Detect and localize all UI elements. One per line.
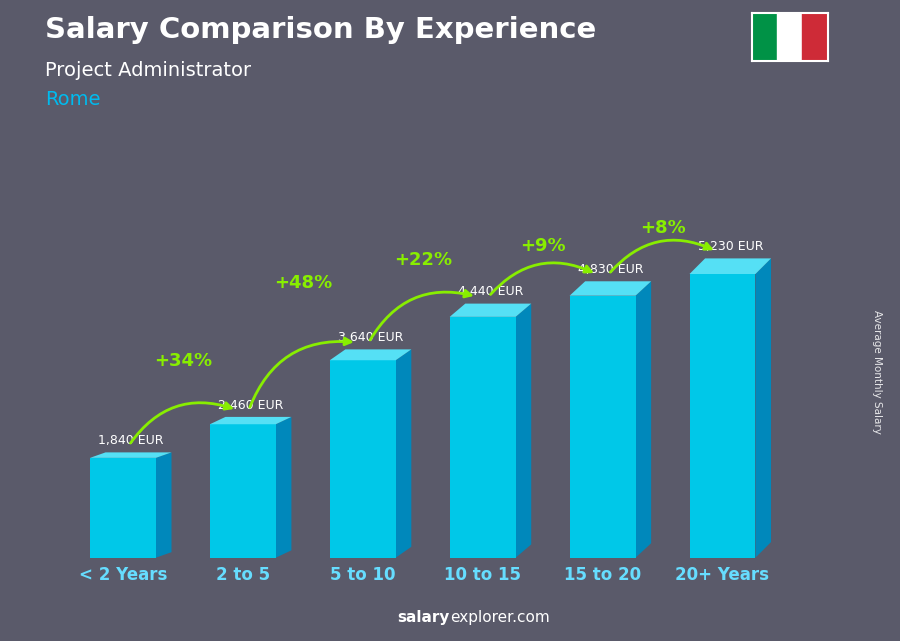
Polygon shape bbox=[275, 417, 292, 558]
Polygon shape bbox=[90, 453, 172, 458]
Bar bbox=[90, 458, 156, 558]
Bar bbox=[450, 317, 516, 558]
Bar bbox=[752, 13, 777, 61]
Text: Average Monthly Salary: Average Monthly Salary bbox=[872, 310, 883, 434]
Bar bbox=[689, 274, 755, 558]
Text: 4,830 EUR: 4,830 EUR bbox=[578, 263, 644, 276]
Text: salary: salary bbox=[398, 610, 450, 625]
Bar bbox=[803, 13, 828, 61]
Polygon shape bbox=[755, 258, 771, 558]
Text: +22%: +22% bbox=[393, 251, 452, 269]
Polygon shape bbox=[516, 304, 531, 558]
Polygon shape bbox=[689, 258, 771, 274]
Bar bbox=[570, 296, 635, 558]
Text: 2,460 EUR: 2,460 EUR bbox=[218, 399, 284, 412]
Text: 5,230 EUR: 5,230 EUR bbox=[698, 240, 763, 253]
Polygon shape bbox=[329, 349, 411, 360]
Text: Rome: Rome bbox=[45, 90, 101, 109]
Text: Project Administrator: Project Administrator bbox=[45, 61, 251, 80]
Text: +9%: +9% bbox=[520, 237, 565, 255]
Polygon shape bbox=[156, 453, 172, 558]
Text: +8%: +8% bbox=[640, 219, 686, 237]
Polygon shape bbox=[450, 304, 531, 317]
Text: 3,640 EUR: 3,640 EUR bbox=[338, 331, 403, 344]
Text: explorer.com: explorer.com bbox=[450, 610, 550, 625]
Bar bbox=[210, 424, 275, 558]
Polygon shape bbox=[396, 349, 411, 558]
Text: +34%: +34% bbox=[154, 352, 212, 370]
Text: +48%: +48% bbox=[274, 274, 332, 292]
Polygon shape bbox=[210, 417, 292, 424]
Text: Salary Comparison By Experience: Salary Comparison By Experience bbox=[45, 16, 596, 44]
Bar bbox=[777, 13, 803, 61]
Polygon shape bbox=[570, 281, 651, 296]
Bar bbox=[329, 360, 396, 558]
Polygon shape bbox=[635, 281, 651, 558]
Text: 1,840 EUR: 1,840 EUR bbox=[98, 434, 164, 447]
Text: 4,440 EUR: 4,440 EUR bbox=[458, 285, 523, 298]
